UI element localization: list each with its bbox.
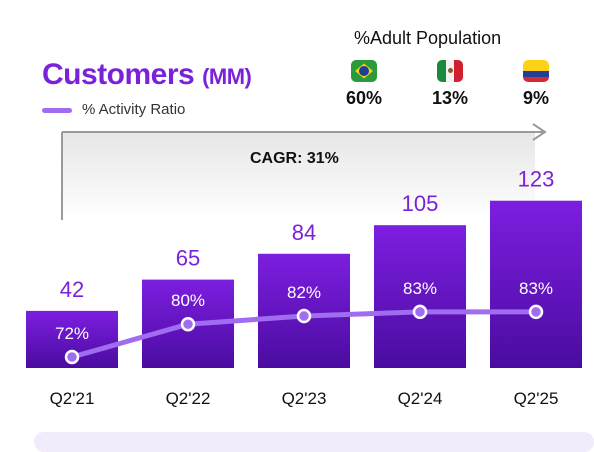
cagr-label: CAGR: 31% [250,150,339,167]
chart-title-unit: (MM) [202,64,252,89]
x-tick-label-0: Q2'21 [50,389,95,408]
ratio-label-2: 82% [287,283,321,302]
bar-3 [374,225,466,368]
chart-title-text: Customers [42,58,195,91]
bar-value-label-2: 84 [292,220,316,245]
ratio-label-4: 83% [519,279,553,298]
ratio-label-1: 80% [171,291,205,310]
bottom-panel [34,432,594,452]
ratio-label-0: 72% [55,324,89,343]
country-colombia: 9% [506,60,566,109]
cagr-arrow-head [532,123,547,141]
x-tick-label-4: Q2'25 [514,389,559,408]
country-colombia-value: 9% [522,88,549,108]
ratio-point-2 [296,308,312,324]
country-brazil-value: 60% [345,88,383,108]
bar-value-label-1: 65 [176,246,200,271]
ratio-point-0 [64,349,80,365]
chart-canvas: 42 Q2'21 72% 65 Q2'22 80% 84 Q2'23 82% 105 Q2'24 83… [26,123,582,408]
chart-title: Customers (MM) [42,58,252,92]
ratio-point-1 [180,316,196,332]
bar-value-label-0: 42 [60,277,84,302]
bar-value-label-3: 105 [402,191,439,216]
x-tick-label-1: Q2'22 [166,389,211,408]
ratio-point-4 [528,304,544,320]
bar-4 [490,200,582,368]
x-tick-label-2: Q2'23 [282,389,327,408]
cagr-band [62,132,535,220]
legend-line-swatch [42,108,72,113]
x-tick-label-3: Q2'24 [398,389,443,408]
brazil-flag-icon [351,60,377,82]
country-brazil: 60% [334,60,394,109]
adult-population-title: %Adult Population [354,28,502,48]
bar-value-label-4: 123 [518,167,555,192]
ratio-label-3: 83% [403,279,437,298]
mexico-flag-icon [437,60,463,82]
ratio-point-3 [412,304,428,320]
country-mexico-value: 13% [431,88,469,108]
country-mexico: 13% [420,60,480,109]
colombia-flag-icon [523,60,549,82]
legend-label: % Activity Ratio [82,101,186,118]
